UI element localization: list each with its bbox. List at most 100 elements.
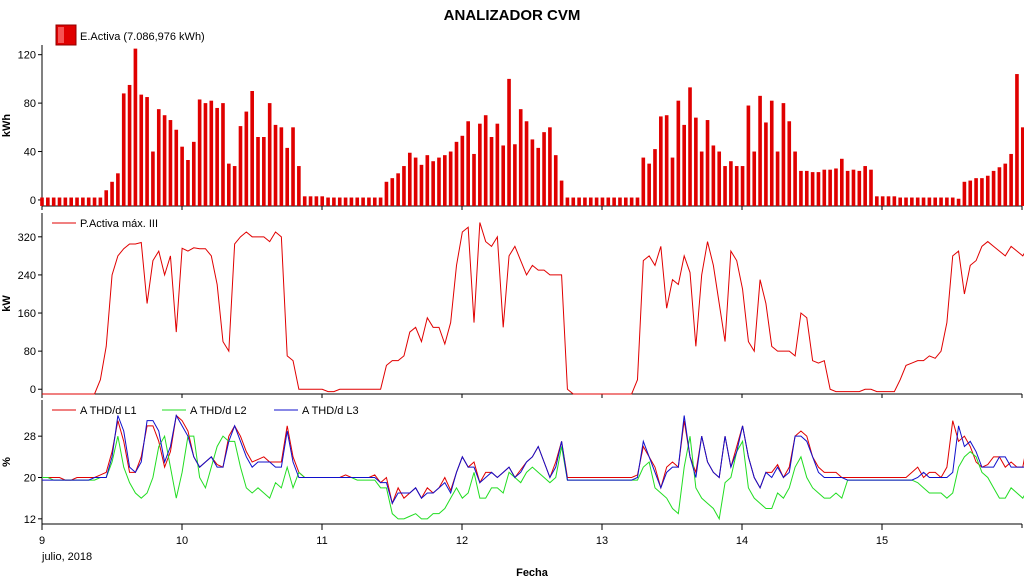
energy-legend-label: E.Activa (7.086,976 kWh) — [80, 31, 205, 43]
energy-bar — [933, 197, 938, 206]
energy-bar — [209, 100, 214, 206]
energy-bar — [904, 197, 908, 206]
energy-bar — [466, 121, 470, 206]
energy-bar — [927, 197, 932, 206]
energy-bar — [635, 197, 640, 206]
energy-bar — [910, 197, 914, 206]
energy-bar — [291, 127, 295, 206]
thd-panel: 12 20 28% A THD/d L1 A THD/d L2 A THD/d L3 — [1, 400, 1024, 528]
energy-bar — [629, 197, 634, 206]
energy-bar — [127, 84, 132, 206]
energy-bar — [1015, 74, 1019, 206]
energy-bar — [559, 180, 564, 206]
thd-y-axis-label: % — [1, 457, 13, 467]
energy-bar — [583, 197, 587, 206]
energy-bar — [822, 169, 827, 206]
energy-bar — [355, 197, 360, 206]
energy-bar — [769, 100, 774, 206]
energy-bar — [799, 170, 803, 206]
energy-bar — [664, 115, 669, 206]
energy-y-tick-label: 80 — [24, 98, 36, 110]
energy-bar — [694, 117, 698, 206]
energy-bar — [775, 151, 780, 206]
energy-legend: E.Activa (7.086,976 kWh) — [55, 24, 205, 46]
energy-bar — [623, 197, 628, 206]
energy-bar — [133, 48, 138, 206]
energy-bar — [221, 103, 225, 206]
energy-bar — [413, 157, 418, 206]
energy-bar — [232, 166, 237, 206]
energy-bar — [507, 78, 511, 206]
energy-bar — [781, 103, 786, 206]
energy-bar — [326, 197, 330, 206]
energy-bar — [372, 197, 377, 206]
energy-bar — [297, 166, 301, 206]
x-tick-label: 10 — [176, 535, 188, 547]
energy-bar — [244, 111, 249, 206]
energy-bar — [565, 197, 570, 206]
energy-bar — [343, 197, 348, 206]
energy-bar — [886, 196, 891, 206]
x-tick-label: 9 — [39, 535, 45, 547]
energy-legend-swatch-highlight — [58, 27, 64, 43]
energy-bar — [892, 196, 897, 206]
energy-bar — [460, 135, 465, 206]
energy-bar — [518, 109, 523, 206]
energy-bar — [734, 166, 739, 206]
energy-bar — [98, 197, 103, 206]
energy-bar — [390, 178, 395, 206]
power-y-tick-label: 80 — [24, 346, 36, 358]
energy-bar — [419, 164, 424, 206]
energy-bar — [962, 181, 967, 206]
energy-bar — [857, 170, 862, 206]
power-series-line-1 — [42, 222, 1024, 395]
power-legend-label: P.Activa máx. III — [80, 218, 158, 230]
energy-bar — [1003, 163, 1008, 206]
energy-bar — [571, 197, 576, 206]
energy-bar — [606, 197, 611, 206]
power-panel: 0 80 160 240 320 kW P.Activa máx. III — [1, 213, 1024, 398]
energy-y-tick-label: 0 — [30, 195, 36, 207]
energy-bar — [121, 93, 126, 206]
power-y-tick-label: 320 — [18, 232, 36, 244]
energy-bar — [513, 144, 517, 206]
energy-bar — [396, 173, 400, 206]
energy-bar — [285, 147, 290, 206]
power-y-tick-label: 160 — [18, 308, 36, 320]
x-tick-label: 12 — [456, 535, 468, 547]
energy-y-tick-label: 120 — [18, 50, 36, 62]
energy-bar — [156, 109, 161, 206]
energy-bar — [180, 146, 184, 206]
energy-bar — [898, 197, 902, 206]
chart-title: ANALIZADOR CVM — [444, 7, 581, 24]
x-axis: 9 10 11 12 13 14 15 — [39, 524, 888, 547]
energy-bar — [845, 170, 850, 206]
energy-bar — [711, 145, 716, 206]
energy-bar — [542, 132, 546, 206]
energy-bar — [980, 178, 984, 206]
energy-bar — [267, 103, 272, 206]
energy-bar — [431, 161, 435, 206]
energy-bar — [1009, 153, 1013, 206]
energy-bar — [110, 181, 114, 206]
energy-bar — [262, 137, 266, 206]
energy-bar — [349, 197, 354, 206]
energy-bar — [168, 120, 173, 206]
power-y-axis-label: kW — [1, 295, 13, 312]
energy-bar — [256, 137, 260, 206]
energy-bar — [75, 197, 79, 206]
thd-legend-label: A THD/d L3 — [302, 405, 359, 417]
energy-bar — [968, 180, 973, 206]
energy-bar — [764, 122, 768, 206]
energy-bar — [273, 124, 278, 206]
energy-bar — [197, 99, 202, 206]
energy-bar — [659, 116, 663, 206]
energy-bar — [483, 115, 488, 206]
energy-bar — [367, 197, 371, 206]
energy-bar — [46, 197, 50, 206]
energy-bar — [454, 141, 459, 206]
energy-bar — [536, 147, 541, 206]
energy-y-tick-label: 40 — [24, 147, 36, 159]
energy-bar — [308, 196, 313, 206]
